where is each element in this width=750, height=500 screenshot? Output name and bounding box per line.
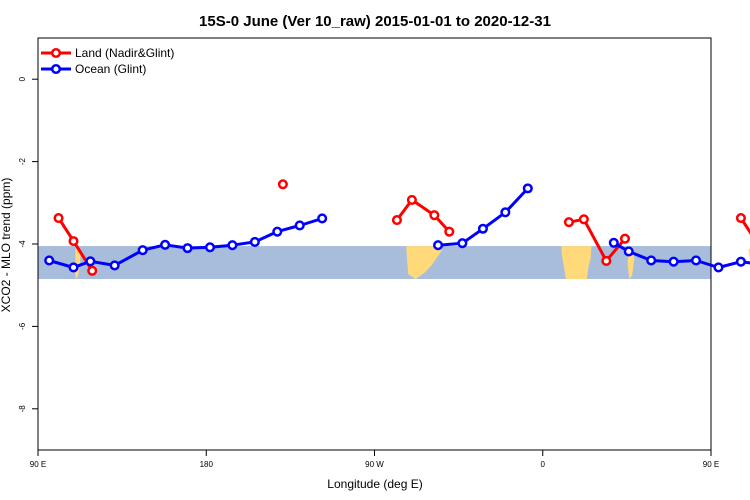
series-ocean [44, 183, 750, 273]
data-point [563, 217, 574, 228]
ocean-band [38, 246, 711, 280]
data-point [294, 220, 305, 231]
series-layer [44, 179, 750, 276]
data-point [109, 260, 120, 271]
y-tick-label: 0 [18, 76, 27, 81]
data-point [735, 212, 746, 224]
data-point [391, 215, 402, 226]
series-line [437, 187, 529, 247]
land-africa [561, 246, 592, 279]
land-masses [75, 246, 750, 279]
legend: Land (Nadir&Glint) Ocean (Glint) [41, 46, 174, 76]
series-land [53, 179, 750, 276]
data-point [433, 240, 444, 251]
legend-marker [50, 47, 62, 59]
chart-title: 15S-0 June (Ver 10_raw) 2015-01-01 to 20… [199, 13, 551, 30]
x-tick-label: 90 E [703, 460, 719, 469]
latitude-band [38, 246, 750, 280]
data-point [277, 179, 288, 190]
data-point [601, 255, 612, 266]
y-tick-label: -6 [18, 322, 27, 330]
data-point [227, 240, 238, 251]
x-tick-label: 0 [541, 460, 546, 469]
data-point [578, 214, 589, 225]
data-point [668, 256, 679, 267]
data-point [272, 226, 283, 237]
data-point [68, 262, 79, 273]
x-tick-label: 90 W [365, 460, 384, 469]
data-point [249, 236, 260, 247]
data-point [137, 245, 148, 256]
data-point [406, 194, 417, 205]
data-point [317, 213, 328, 224]
x-axis-label: Longitude (deg E) [327, 477, 422, 491]
data-point [204, 242, 216, 253]
data-point [85, 256, 96, 267]
data-point [68, 236, 79, 247]
x-tick-label: 90 E [30, 460, 46, 469]
y-tick-label: -2 [18, 157, 27, 165]
series-line [739, 217, 750, 235]
data-point [500, 207, 511, 218]
x-tick-label: 180 [200, 460, 214, 469]
legend-label: Land (Nadir&Glint) [75, 46, 174, 60]
series-line [395, 198, 451, 233]
data-point [623, 246, 634, 257]
x-axis: 90 E 180 90 W 0 90 E [30, 450, 719, 469]
data-point [87, 265, 98, 276]
data-point [690, 255, 702, 266]
data-point [457, 238, 468, 249]
data-point [522, 183, 533, 194]
data-point [608, 237, 619, 248]
land-south-america [406, 246, 443, 279]
legend-marker [50, 63, 62, 75]
data-point [160, 239, 171, 250]
data-point [44, 255, 55, 266]
legend-label: Ocean (Glint) [75, 62, 146, 76]
data-point [646, 255, 657, 266]
data-point [444, 226, 455, 237]
data-point [713, 262, 724, 273]
data-point [735, 256, 746, 267]
data-point [619, 233, 631, 244]
series-line [568, 217, 627, 263]
data-point [477, 223, 488, 234]
y-axis: 0 -2 -4 -6 -8 [18, 76, 38, 412]
y-tick-label: -8 [18, 405, 27, 413]
series-line [613, 241, 750, 269]
data-point [429, 210, 440, 221]
data-point [182, 243, 193, 254]
data-point [53, 212, 64, 224]
y-axis-label: XCO2 - MLO trend (ppm) [0, 178, 13, 313]
y-tick-label: -4 [18, 240, 27, 248]
